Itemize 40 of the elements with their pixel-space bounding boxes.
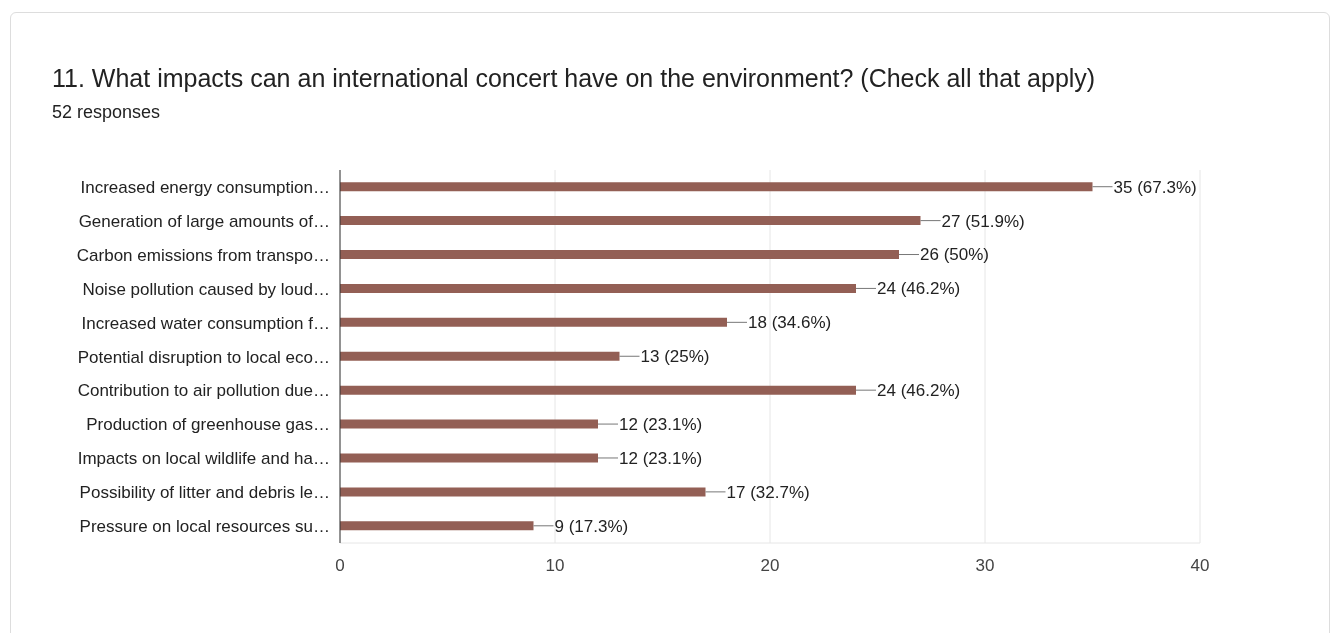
data-label: 12 (23.1%) xyxy=(619,448,703,468)
data-label: 18 (34.6%) xyxy=(748,313,832,333)
y-tick-label: Potential disruption to local eco… xyxy=(77,347,330,367)
data-label: 27 (51.9%) xyxy=(941,211,1025,231)
chart-title: 11. What impacts can an international concert have on the environment? (Check all that apply) xyxy=(52,64,1096,93)
y-tick-label: Production of greenhouse gas… xyxy=(86,415,330,435)
y-tick-label: Generation of large amounts of… xyxy=(78,211,330,231)
x-tick-label: 10 xyxy=(545,556,565,576)
x-tick-label: 30 xyxy=(975,556,995,576)
data-label: 24 (46.2%) xyxy=(877,279,961,299)
data-label: 12 (23.1%) xyxy=(619,415,703,435)
bar xyxy=(340,216,921,226)
bar xyxy=(340,419,598,429)
y-tick-label: Contribution to air pollution due… xyxy=(77,381,330,401)
y-tick-label: Possibility of litter and debris le… xyxy=(79,483,330,503)
bar xyxy=(340,521,534,531)
y-tick-label: Impacts on local wildlife and ha… xyxy=(77,449,330,469)
data-label: 17 (32.7%) xyxy=(726,482,810,502)
y-tick-label: Increased energy consumption… xyxy=(80,177,330,197)
data-label: 9 (17.3%) xyxy=(554,516,629,536)
bar xyxy=(340,182,1093,192)
y-tick-label: Increased water consumption f… xyxy=(81,313,330,333)
data-label: 13 (25%) xyxy=(640,347,710,367)
data-label: 35 (67.3%) xyxy=(1113,177,1197,197)
bar xyxy=(340,351,620,361)
x-tick-label: 0 xyxy=(335,556,345,576)
y-tick-label: Pressure on local resources su… xyxy=(79,517,330,537)
x-tick-label: 20 xyxy=(760,556,780,576)
y-tick-label: Carbon emissions from transpo… xyxy=(76,245,330,265)
bar xyxy=(340,317,727,327)
data-label: 26 (50%) xyxy=(920,245,989,265)
data-label: 24 (46.2%) xyxy=(877,381,961,401)
bar xyxy=(340,487,706,497)
bar xyxy=(340,250,899,260)
bar xyxy=(340,385,856,395)
text: 52 responses xyxy=(52,102,161,123)
y-tick-label: Noise pollution caused by loud… xyxy=(82,279,330,299)
bar xyxy=(340,453,598,463)
bar xyxy=(340,283,856,293)
x-tick-label: 40 xyxy=(1190,556,1210,576)
